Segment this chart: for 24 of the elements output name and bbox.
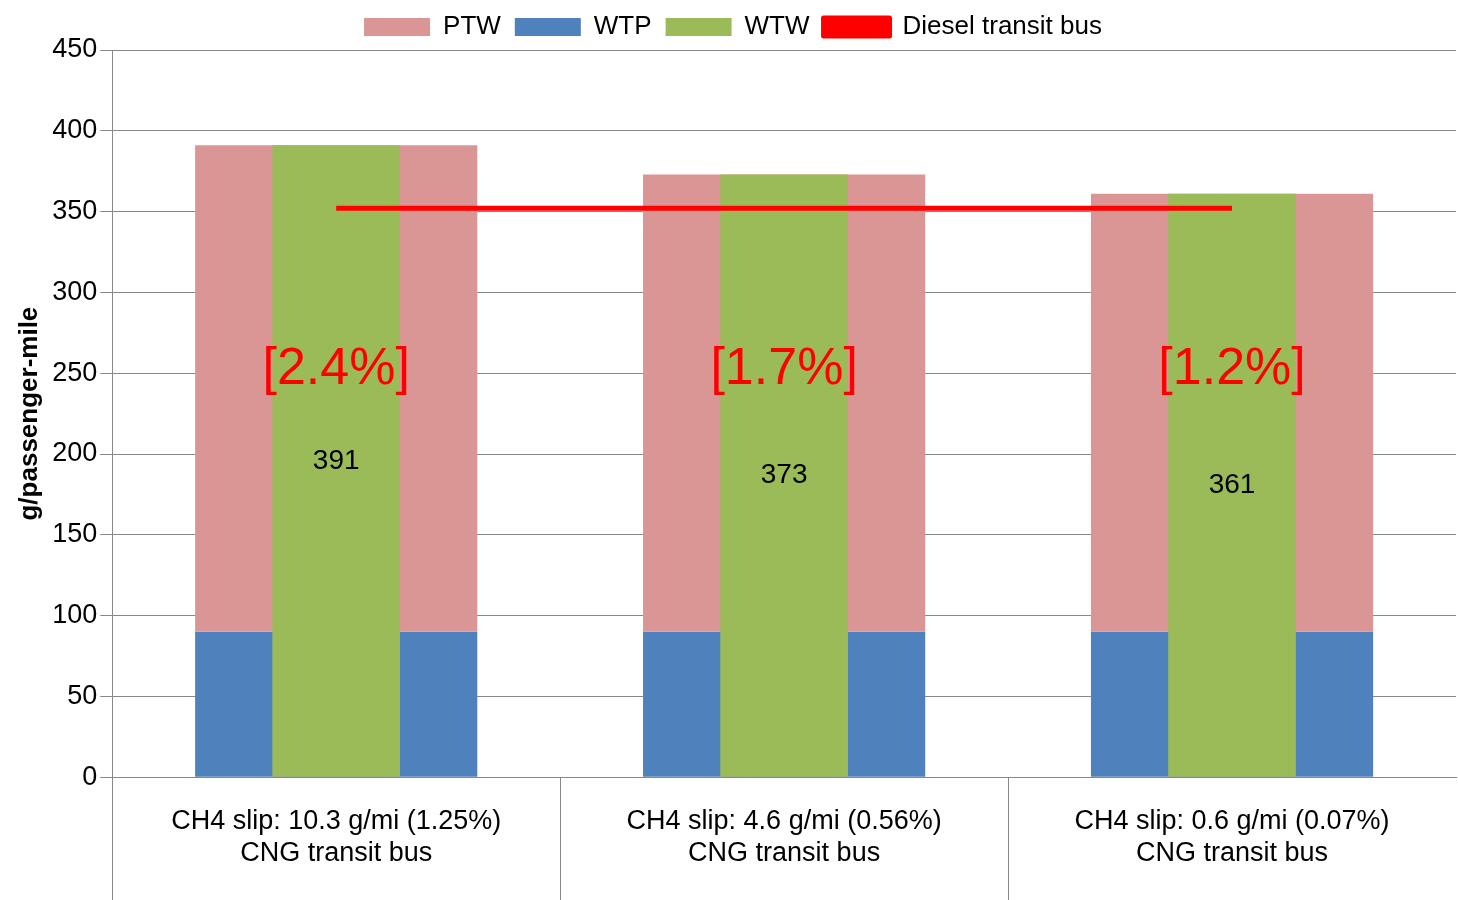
y-tick-label: 150	[52, 518, 98, 549]
y-axis-title: g/passenger-mile	[12, 306, 43, 521]
legend-label: PTW	[443, 10, 502, 41]
y-tick-label: 250	[52, 356, 98, 387]
legend-label: Diesel transit bus	[902, 10, 1102, 41]
y-tick-label: 450	[52, 33, 98, 64]
y-tick-label: 400	[52, 114, 98, 145]
y-tick-label: 50	[67, 679, 98, 710]
x-tick-label: CH4 slip: 10.3 g/mi (1.25%) CNG transit bus	[171, 804, 502, 868]
annotation: [2.4%]	[262, 337, 410, 396]
data-label: 361	[1208, 467, 1256, 499]
y-tick-label: 0	[82, 760, 98, 791]
y-tick-label: 100	[52, 599, 98, 630]
annotation: [1.2%]	[1158, 337, 1306, 396]
legend-label: WTW	[744, 10, 810, 41]
y-tick-label: 300	[52, 275, 98, 306]
y-tick-label: 200	[52, 437, 98, 468]
x-tick-label: CH4 slip: 4.6 g/mi (0.56%) CNG transit bus	[626, 804, 942, 868]
legend-label: WTP	[593, 10, 652, 41]
annotation: [1.7%]	[710, 337, 858, 396]
x-tick-label: CH4 slip: 0.6 g/mi (0.07%) CNG transit bus	[1074, 804, 1390, 868]
data-label: 391	[312, 443, 360, 475]
data-label: 373	[760, 458, 808, 490]
y-tick-label: 350	[52, 195, 98, 226]
